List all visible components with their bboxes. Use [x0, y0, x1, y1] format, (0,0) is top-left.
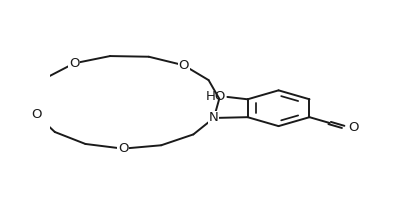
Text: O: O — [118, 142, 128, 155]
Text: N: N — [209, 112, 219, 124]
Text: O: O — [69, 57, 79, 70]
Text: O: O — [31, 108, 42, 121]
Text: HO: HO — [205, 90, 226, 103]
Text: O: O — [348, 121, 358, 134]
Text: O: O — [178, 59, 189, 72]
